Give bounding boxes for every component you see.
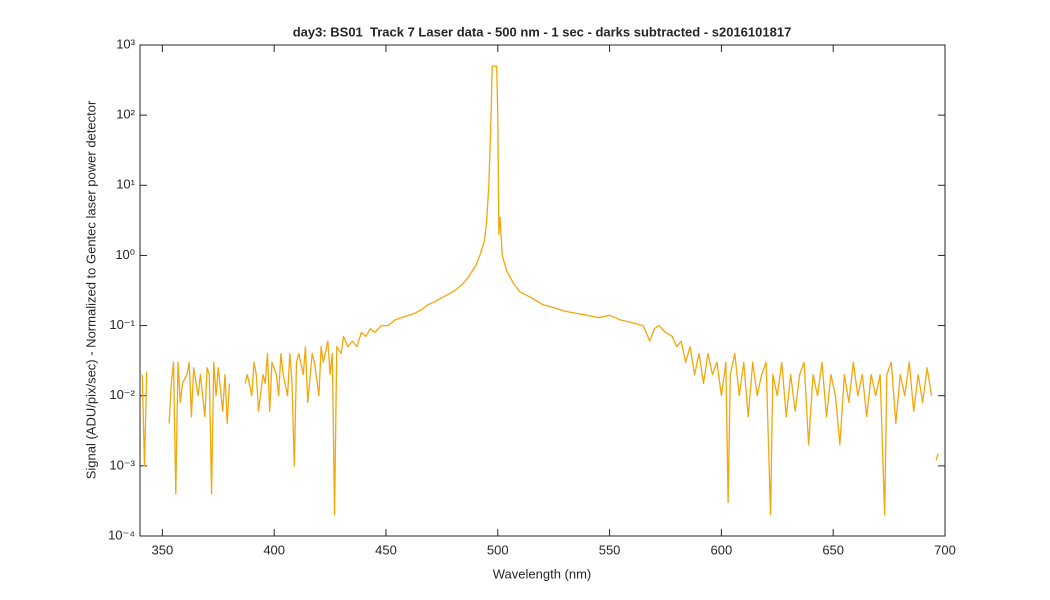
y-tick-label: 10⁻⁴ — [108, 527, 135, 542]
x-axis-label: Wavelength (nm) — [493, 566, 592, 581]
x-tick-label: 700 — [934, 542, 956, 557]
plot-frame — [139, 44, 946, 537]
x-tick-label: 550 — [599, 542, 621, 557]
x-tick-label: 500 — [487, 542, 509, 557]
data-line — [141, 65, 939, 516]
y-tick-label: 10⁰ — [115, 247, 135, 262]
y-tick-label: 10³ — [116, 36, 135, 51]
chart-title: day3: BS01 Track 7 Laser data - 500 nm -… — [293, 24, 792, 39]
x-tick-label: 650 — [822, 542, 844, 557]
y-tick-label: 10⁻³ — [109, 457, 135, 472]
x-tick-label: 450 — [375, 542, 397, 557]
y-tick-label: 10¹ — [116, 177, 135, 192]
y-tick-label: 10⁻² — [109, 387, 135, 402]
x-tick-label: 600 — [711, 542, 733, 557]
x-tick-label: 400 — [263, 542, 285, 557]
y-tick-label: 10² — [116, 107, 135, 122]
x-tick-label: 350 — [152, 542, 174, 557]
y-axis-label: Signal (ADU/pix/sec) - Normalized to Gen… — [83, 100, 98, 479]
y-tick-label: 10⁻¹ — [109, 317, 135, 332]
